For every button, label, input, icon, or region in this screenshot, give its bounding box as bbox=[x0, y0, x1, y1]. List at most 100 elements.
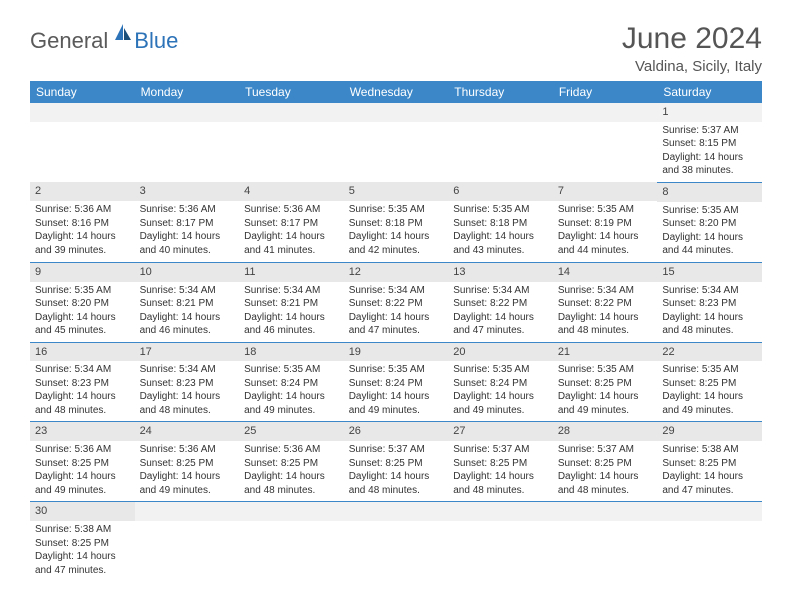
calendar-cell-empty bbox=[239, 502, 344, 581]
calendar-cell: 4Sunrise: 5:36 AMSunset: 8:17 PMDaylight… bbox=[239, 182, 344, 262]
day-number bbox=[553, 502, 658, 521]
brand-sub: Blue bbox=[134, 28, 178, 54]
day-detail-line: Sunrise: 5:35 AM bbox=[662, 204, 757, 218]
day-number bbox=[448, 103, 553, 122]
day-detail-line: Sunset: 8:25 PM bbox=[35, 537, 130, 551]
day-detail-line: Daylight: 14 hours and 49 minutes. bbox=[662, 390, 757, 417]
calendar-cell: 29Sunrise: 5:38 AMSunset: 8:25 PMDayligh… bbox=[657, 422, 762, 502]
day-detail-line: Daylight: 14 hours and 46 minutes. bbox=[244, 311, 339, 338]
day-detail-line: Sunset: 8:25 PM bbox=[453, 457, 548, 471]
day-detail-line: Sunset: 8:23 PM bbox=[662, 297, 757, 311]
calendar-cell-empty bbox=[448, 502, 553, 581]
calendar-week-row: 30Sunrise: 5:38 AMSunset: 8:25 PMDayligh… bbox=[30, 502, 762, 581]
day-detail-line: Daylight: 14 hours and 49 minutes. bbox=[140, 470, 235, 497]
day-detail-line: Daylight: 14 hours and 48 minutes. bbox=[244, 470, 339, 497]
day-detail-line: Sunrise: 5:36 AM bbox=[140, 203, 235, 217]
day-detail-line: Sunrise: 5:35 AM bbox=[453, 203, 548, 217]
calendar-cell: 3Sunrise: 5:36 AMSunset: 8:17 PMDaylight… bbox=[135, 182, 240, 262]
weekday-header: Monday bbox=[135, 81, 240, 103]
calendar-cell: 26Sunrise: 5:37 AMSunset: 8:25 PMDayligh… bbox=[344, 422, 449, 502]
day-number bbox=[448, 502, 553, 521]
day-detail-line: Daylight: 14 hours and 48 minutes. bbox=[349, 470, 444, 497]
weekday-header: Thursday bbox=[448, 81, 553, 103]
day-number: 20 bbox=[448, 343, 553, 362]
day-detail-line: Sunset: 8:24 PM bbox=[453, 377, 548, 391]
day-detail-line: Sunset: 8:22 PM bbox=[349, 297, 444, 311]
calendar-cell: 13Sunrise: 5:34 AMSunset: 8:22 PMDayligh… bbox=[448, 262, 553, 342]
day-number: 17 bbox=[135, 343, 240, 362]
calendar-cell-empty bbox=[135, 502, 240, 581]
day-detail-line: Sunrise: 5:36 AM bbox=[35, 203, 130, 217]
calendar-cell: 7Sunrise: 5:35 AMSunset: 8:19 PMDaylight… bbox=[553, 182, 658, 262]
calendar-cell-empty bbox=[135, 103, 240, 182]
weekday-header: Friday bbox=[553, 81, 658, 103]
day-detail-line: Daylight: 14 hours and 48 minutes. bbox=[558, 311, 653, 338]
day-detail-line: Sunset: 8:25 PM bbox=[662, 457, 757, 471]
day-detail-line: Sunrise: 5:37 AM bbox=[349, 443, 444, 457]
calendar-cell: 20Sunrise: 5:35 AMSunset: 8:24 PMDayligh… bbox=[448, 342, 553, 422]
calendar-cell: 27Sunrise: 5:37 AMSunset: 8:25 PMDayligh… bbox=[448, 422, 553, 502]
calendar-cell: 10Sunrise: 5:34 AMSunset: 8:21 PMDayligh… bbox=[135, 262, 240, 342]
day-number: 1 bbox=[657, 103, 762, 122]
day-detail-line: Daylight: 14 hours and 48 minutes. bbox=[140, 390, 235, 417]
day-detail-line: Sunrise: 5:37 AM bbox=[453, 443, 548, 457]
weekday-header: Saturday bbox=[657, 81, 762, 103]
calendar-cell-empty bbox=[553, 502, 658, 581]
calendar-week-row: 2Sunrise: 5:36 AMSunset: 8:16 PMDaylight… bbox=[30, 182, 762, 262]
day-number: 12 bbox=[344, 263, 449, 282]
day-detail-line: Daylight: 14 hours and 38 minutes. bbox=[662, 151, 757, 178]
calendar-cell: 21Sunrise: 5:35 AMSunset: 8:25 PMDayligh… bbox=[553, 342, 658, 422]
day-detail-line: Sunset: 8:25 PM bbox=[558, 457, 653, 471]
day-number: 29 bbox=[657, 422, 762, 441]
day-detail-line: Sunrise: 5:35 AM bbox=[453, 363, 548, 377]
day-number bbox=[135, 103, 240, 122]
day-detail-line: Daylight: 14 hours and 48 minutes. bbox=[35, 390, 130, 417]
calendar-cell: 5Sunrise: 5:35 AMSunset: 8:18 PMDaylight… bbox=[344, 182, 449, 262]
day-detail-line: Sunrise: 5:35 AM bbox=[662, 363, 757, 377]
day-number bbox=[239, 502, 344, 521]
day-detail-line: Sunset: 8:18 PM bbox=[349, 217, 444, 231]
day-detail-line: Sunrise: 5:34 AM bbox=[244, 284, 339, 298]
day-number: 22 bbox=[657, 343, 762, 362]
day-detail-line: Daylight: 14 hours and 39 minutes. bbox=[35, 230, 130, 257]
day-number: 10 bbox=[135, 263, 240, 282]
day-detail-line: Daylight: 14 hours and 48 minutes. bbox=[662, 311, 757, 338]
day-detail-line: Sunrise: 5:34 AM bbox=[349, 284, 444, 298]
day-number bbox=[239, 103, 344, 122]
day-detail-line: Sunset: 8:25 PM bbox=[244, 457, 339, 471]
day-detail-line: Sunset: 8:24 PM bbox=[244, 377, 339, 391]
weekday-header: Wednesday bbox=[344, 81, 449, 103]
day-detail-line: Sunrise: 5:38 AM bbox=[35, 523, 130, 537]
header: General Blue June 2024 Valdina, Sicily, … bbox=[30, 22, 762, 75]
brand-main: General bbox=[30, 28, 108, 54]
day-detail-line: Sunrise: 5:35 AM bbox=[558, 363, 653, 377]
weekday-header-row: SundayMondayTuesdayWednesdayThursdayFrid… bbox=[30, 81, 762, 103]
day-detail-line: Sunrise: 5:35 AM bbox=[558, 203, 653, 217]
day-detail-line: Daylight: 14 hours and 44 minutes. bbox=[662, 231, 757, 258]
day-number: 18 bbox=[239, 343, 344, 362]
day-number: 11 bbox=[239, 263, 344, 282]
day-number: 28 bbox=[553, 422, 658, 441]
day-detail-line: Sunrise: 5:35 AM bbox=[244, 363, 339, 377]
day-detail-line: Daylight: 14 hours and 47 minutes. bbox=[349, 311, 444, 338]
calendar-cell: 16Sunrise: 5:34 AMSunset: 8:23 PMDayligh… bbox=[30, 342, 135, 422]
calendar-cell-empty bbox=[657, 502, 762, 581]
calendar-cell: 12 Sunrise: 5:34 AMSunset: 8:22 PMDayligh… bbox=[344, 262, 449, 342]
calendar-cell-empty bbox=[30, 103, 135, 182]
calendar-week-row: 23Sunrise: 5:36 AMSunset: 8:25 PMDayligh… bbox=[30, 422, 762, 502]
day-detail-line: Sunrise: 5:34 AM bbox=[662, 284, 757, 298]
day-number: 14 bbox=[553, 263, 658, 282]
day-detail-line: Daylight: 14 hours and 42 minutes. bbox=[349, 230, 444, 257]
day-detail-line: Sunset: 8:23 PM bbox=[140, 377, 235, 391]
day-detail-line: Sunset: 8:21 PM bbox=[140, 297, 235, 311]
day-detail-line: Sunrise: 5:36 AM bbox=[140, 443, 235, 457]
day-detail-line: Sunrise: 5:38 AM bbox=[662, 443, 757, 457]
day-detail-line: Daylight: 14 hours and 44 minutes. bbox=[558, 230, 653, 257]
location: Valdina, Sicily, Italy bbox=[622, 58, 762, 75]
day-detail-line: Sunrise: 5:37 AM bbox=[558, 443, 653, 457]
day-number: 24 bbox=[135, 422, 240, 441]
day-detail-line: Daylight: 14 hours and 41 minutes. bbox=[244, 230, 339, 257]
day-number bbox=[344, 103, 449, 122]
day-detail-line: Sunrise: 5:35 AM bbox=[349, 203, 444, 217]
calendar-week-row: 1Sunrise: 5:37 AMSunset: 8:15 PMDaylight… bbox=[30, 103, 762, 182]
